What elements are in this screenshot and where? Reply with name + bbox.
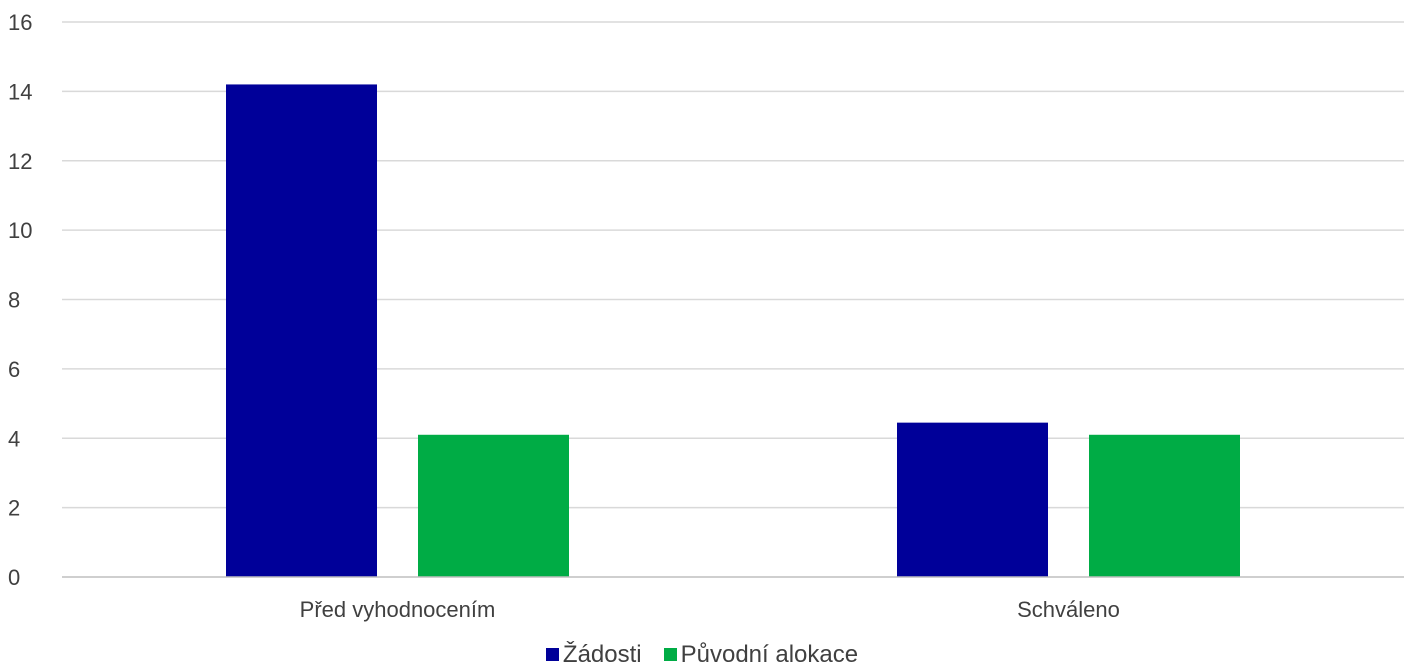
- legend-swatch-series-1: [546, 648, 559, 661]
- legend-label-series-1: Žádosti: [563, 641, 642, 669]
- bar-2-2: [1089, 435, 1240, 577]
- bar-1-1: [226, 84, 377, 577]
- y-axis-tick-labels: 0 2 4 6 8 10 12 14 16: [8, 10, 32, 590]
- x-category-label-2: Schváleno: [1017, 597, 1120, 622]
- y-tick-label-12: 12: [8, 149, 32, 174]
- legend-swatch-series-2: [664, 648, 677, 661]
- y-tick-label-14: 14: [8, 79, 32, 104]
- x-axis-category-labels: Před vyhodnocením Schváleno: [300, 597, 1120, 622]
- x-category-label-1: Před vyhodnocením: [300, 597, 496, 622]
- y-tick-label-0: 0: [8, 565, 20, 590]
- legend-item-series-2: Původní alokace: [664, 641, 858, 669]
- y-tick-label-10: 10: [8, 218, 32, 243]
- y-tick-label-6: 6: [8, 357, 20, 382]
- bar-2-1: [418, 435, 569, 577]
- legend-item-series-1: Žádosti: [546, 641, 642, 669]
- y-tick-label-2: 2: [8, 496, 20, 521]
- y-tick-label-8: 8: [8, 288, 20, 313]
- legend-label-series-2: Původní alokace: [681, 641, 858, 669]
- bars: [226, 84, 1240, 577]
- y-tick-label-4: 4: [8, 426, 20, 451]
- y-tick-label-16: 16: [8, 10, 32, 35]
- bar-1-2: [897, 423, 1048, 577]
- legend: Žádosti Původní alokace: [0, 640, 1404, 669]
